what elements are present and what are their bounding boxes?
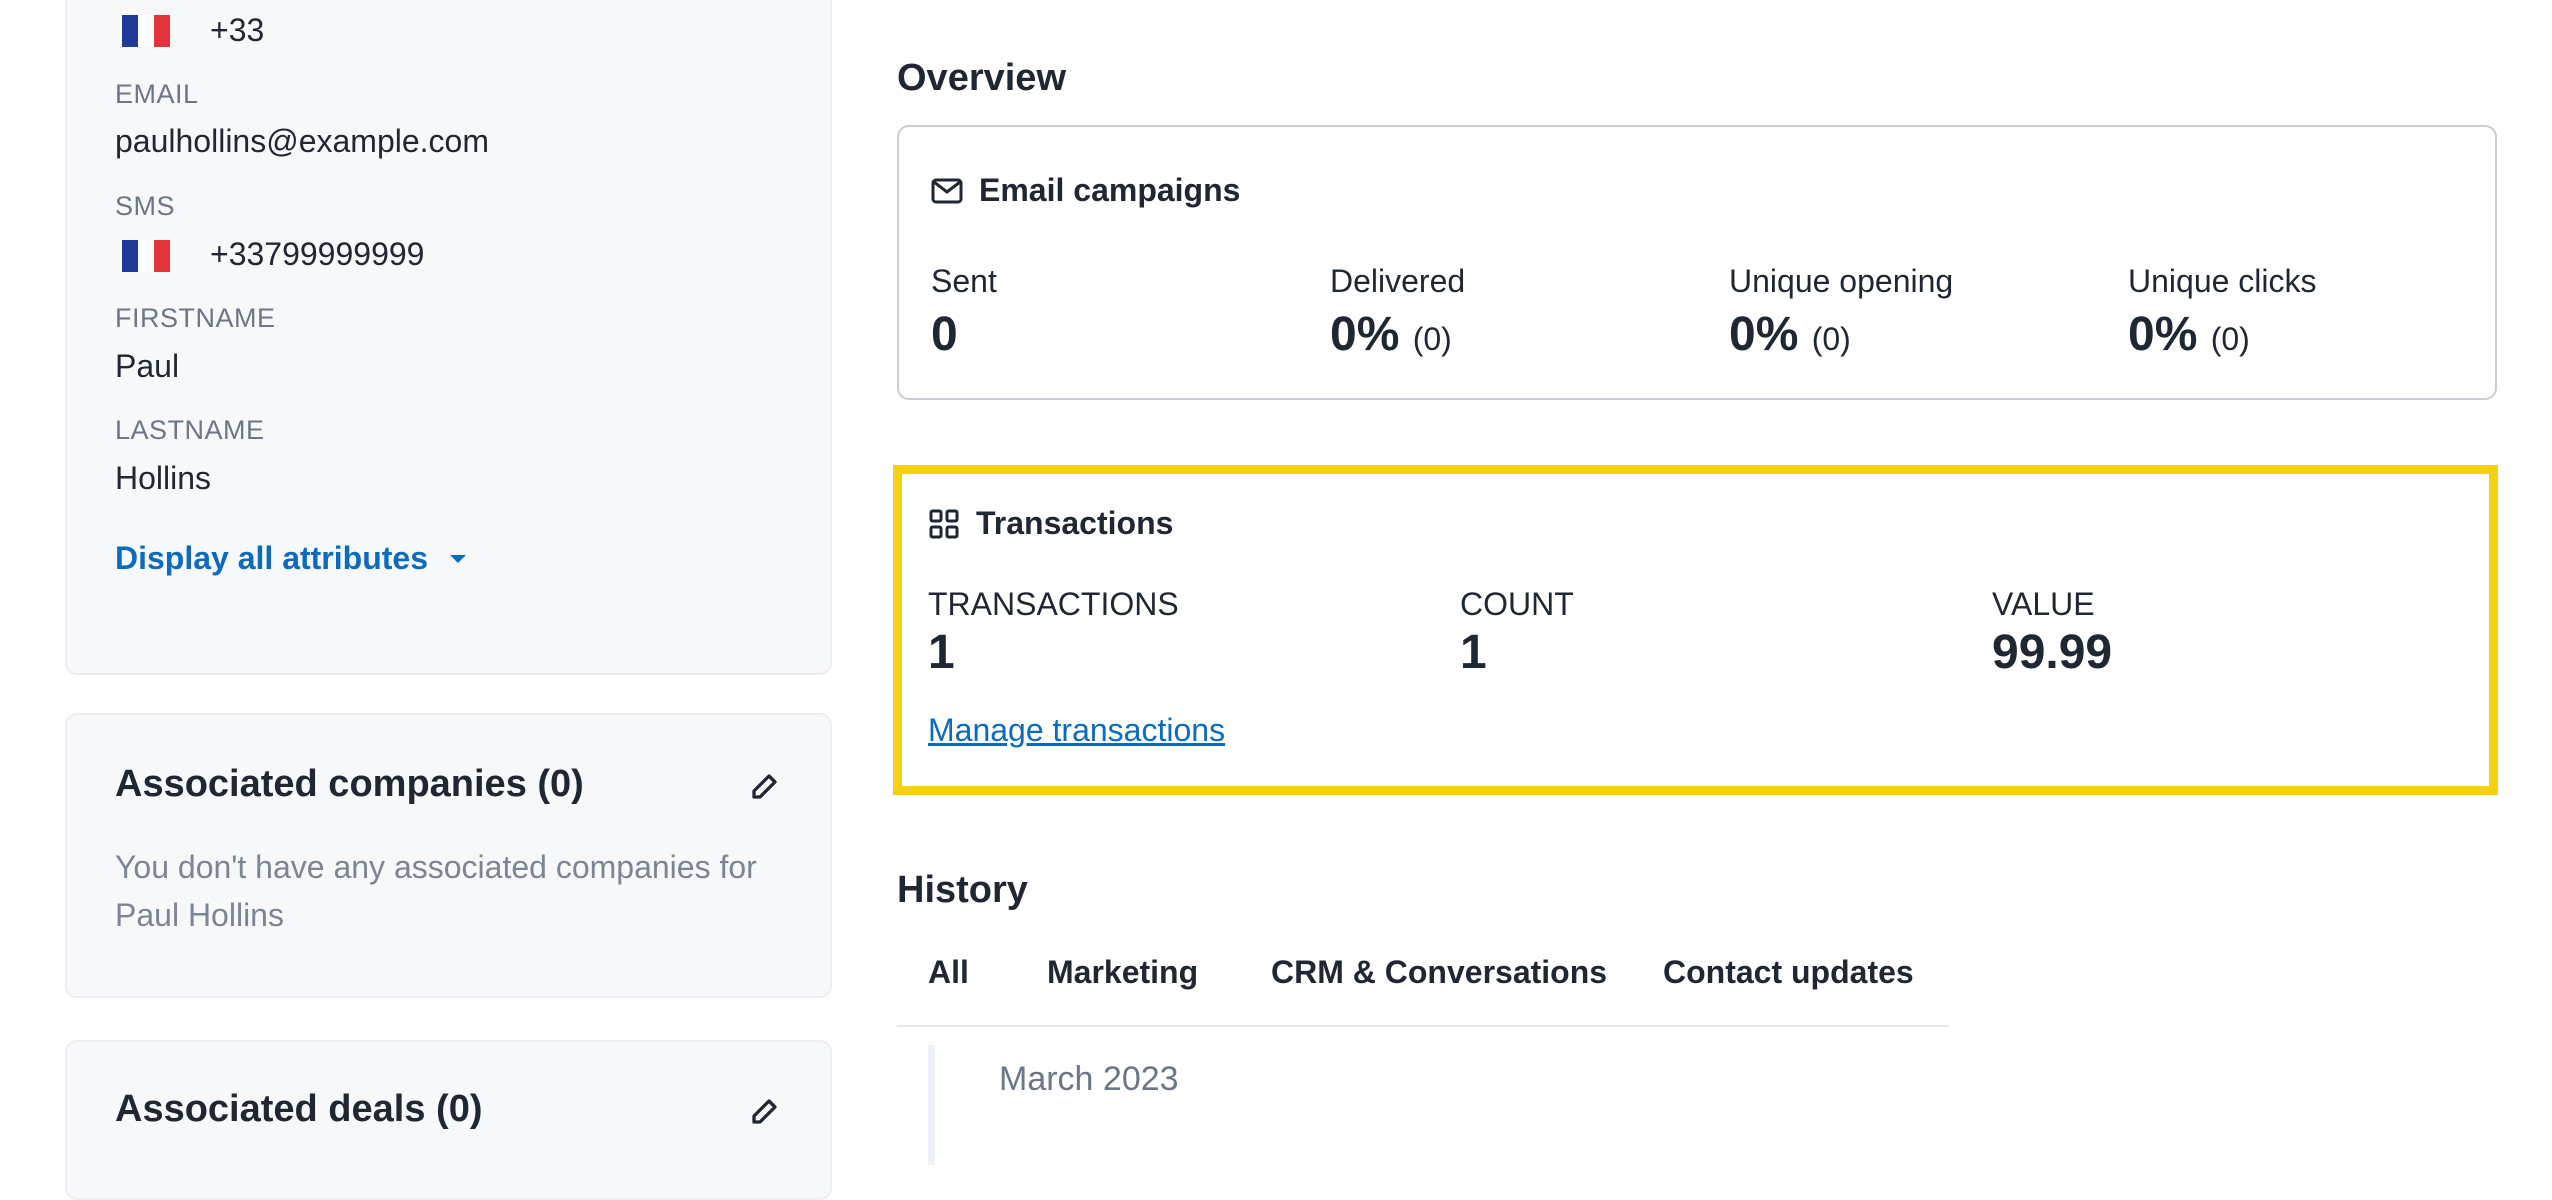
associated-companies-title: Associated companies (0) xyxy=(115,763,584,805)
overview-title: Overview xyxy=(897,57,1066,99)
display-all-attributes-label: Display all attributes xyxy=(115,540,428,576)
empty-text-line2: Paul Hollins xyxy=(115,897,284,933)
unique-clicks-value: 0% (0) xyxy=(2128,307,2250,362)
tab-all[interactable]: All xyxy=(928,954,969,990)
sent-value: 0 xyxy=(931,307,958,362)
associated-deals-title: Associated deals (0) xyxy=(115,1088,483,1130)
sent-number: 0 xyxy=(931,308,958,361)
delivered-count: (0) xyxy=(1412,321,1452,357)
email-campaigns-card xyxy=(897,125,2497,400)
associated-companies-empty-text: You don't have any associated companies … xyxy=(115,843,815,939)
associated-companies-card xyxy=(65,713,832,998)
empty-text-line1: You don't have any associated companies … xyxy=(115,849,757,885)
caret-down-icon xyxy=(449,554,466,563)
unique-opening-value: 0% (0) xyxy=(1729,307,1851,362)
unique-opening-label: Unique opening xyxy=(1729,263,1954,299)
timeline-line xyxy=(928,1045,935,1165)
email-label: EMAIL xyxy=(115,79,199,109)
france-flag-icon xyxy=(122,240,170,272)
contact-attributes-card xyxy=(65,0,832,675)
delivered-percent: 0% xyxy=(1330,308,1400,361)
timeline-month: March 2023 xyxy=(999,1060,1179,1098)
count-label: COUNT xyxy=(1460,586,1574,622)
tabs-divider xyxy=(897,1025,1949,1027)
sms-value: +33799999999 xyxy=(210,236,425,272)
edit-deals-icon[interactable] xyxy=(748,1092,784,1128)
mail-icon xyxy=(931,178,963,204)
tab-contact-updates[interactable]: Contact updates xyxy=(1663,954,1914,990)
value-value: 99.99 xyxy=(1992,626,2113,679)
transactions-label: TRANSACTIONS xyxy=(928,586,1179,622)
value-label: VALUE xyxy=(1992,586,2095,622)
edit-companies-icon[interactable] xyxy=(748,767,784,803)
lastname-label: LASTNAME xyxy=(115,415,265,445)
count-value: 1 xyxy=(1460,626,1487,679)
unique-clicks-label: Unique clicks xyxy=(2128,263,2317,299)
delivered-label: Delivered xyxy=(1330,263,1466,299)
france-flag-icon xyxy=(122,15,170,47)
sent-label: Sent xyxy=(931,263,997,299)
delivered-value: 0% (0) xyxy=(1330,307,1452,362)
firstname-value: Paul xyxy=(115,348,180,384)
display-all-attributes-button[interactable]: Display all attributes xyxy=(115,540,468,577)
transactions-title: Transactions xyxy=(976,505,1174,541)
history-title: History xyxy=(897,869,1028,911)
lastname-value: Hollins xyxy=(115,460,212,496)
tab-marketing[interactable]: Marketing xyxy=(1047,954,1199,990)
email-value: paulhollins@example.com xyxy=(115,123,489,159)
unique-opening-count: (0) xyxy=(1811,321,1851,357)
sms-label: SMS xyxy=(115,191,176,221)
phone-dial-code: +33 xyxy=(210,12,265,48)
unique-clicks-count: (0) xyxy=(2210,321,2250,357)
grid-icon xyxy=(929,509,959,539)
tab-crm-conversations[interactable]: CRM & Conversations xyxy=(1271,954,1608,990)
unique-opening-percent: 0% xyxy=(1729,308,1799,361)
transactions-value: 1 xyxy=(928,626,955,679)
transactions-card xyxy=(893,465,2498,795)
firstname-label: FIRSTNAME xyxy=(115,303,276,333)
unique-clicks-percent: 0% xyxy=(2128,308,2198,361)
email-campaigns-title: Email campaigns xyxy=(979,172,1241,208)
manage-transactions-link[interactable]: Manage transactions xyxy=(928,712,1226,748)
